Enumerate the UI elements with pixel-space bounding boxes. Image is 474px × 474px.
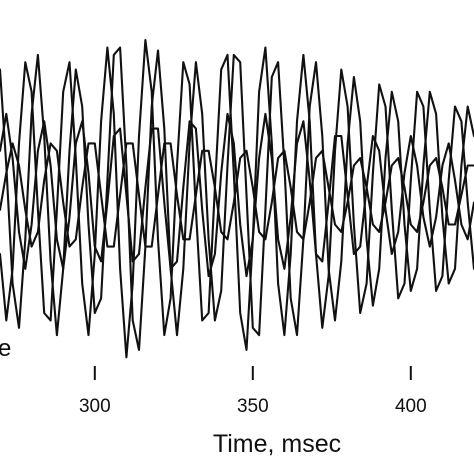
x-tick-label-350: 350 bbox=[237, 396, 269, 417]
x-axis-label: Time, msec bbox=[213, 430, 341, 458]
series-line-4 bbox=[0, 142, 474, 248]
x-tick-label-300: 300 bbox=[79, 396, 111, 417]
panel-side-label: e bbox=[0, 335, 11, 362]
x-tick-label-400: 400 bbox=[395, 396, 427, 417]
x-axis-ticks: 300 350 400 bbox=[79, 366, 427, 417]
series-line-1 bbox=[0, 46, 474, 351]
series-group bbox=[0, 39, 474, 359]
